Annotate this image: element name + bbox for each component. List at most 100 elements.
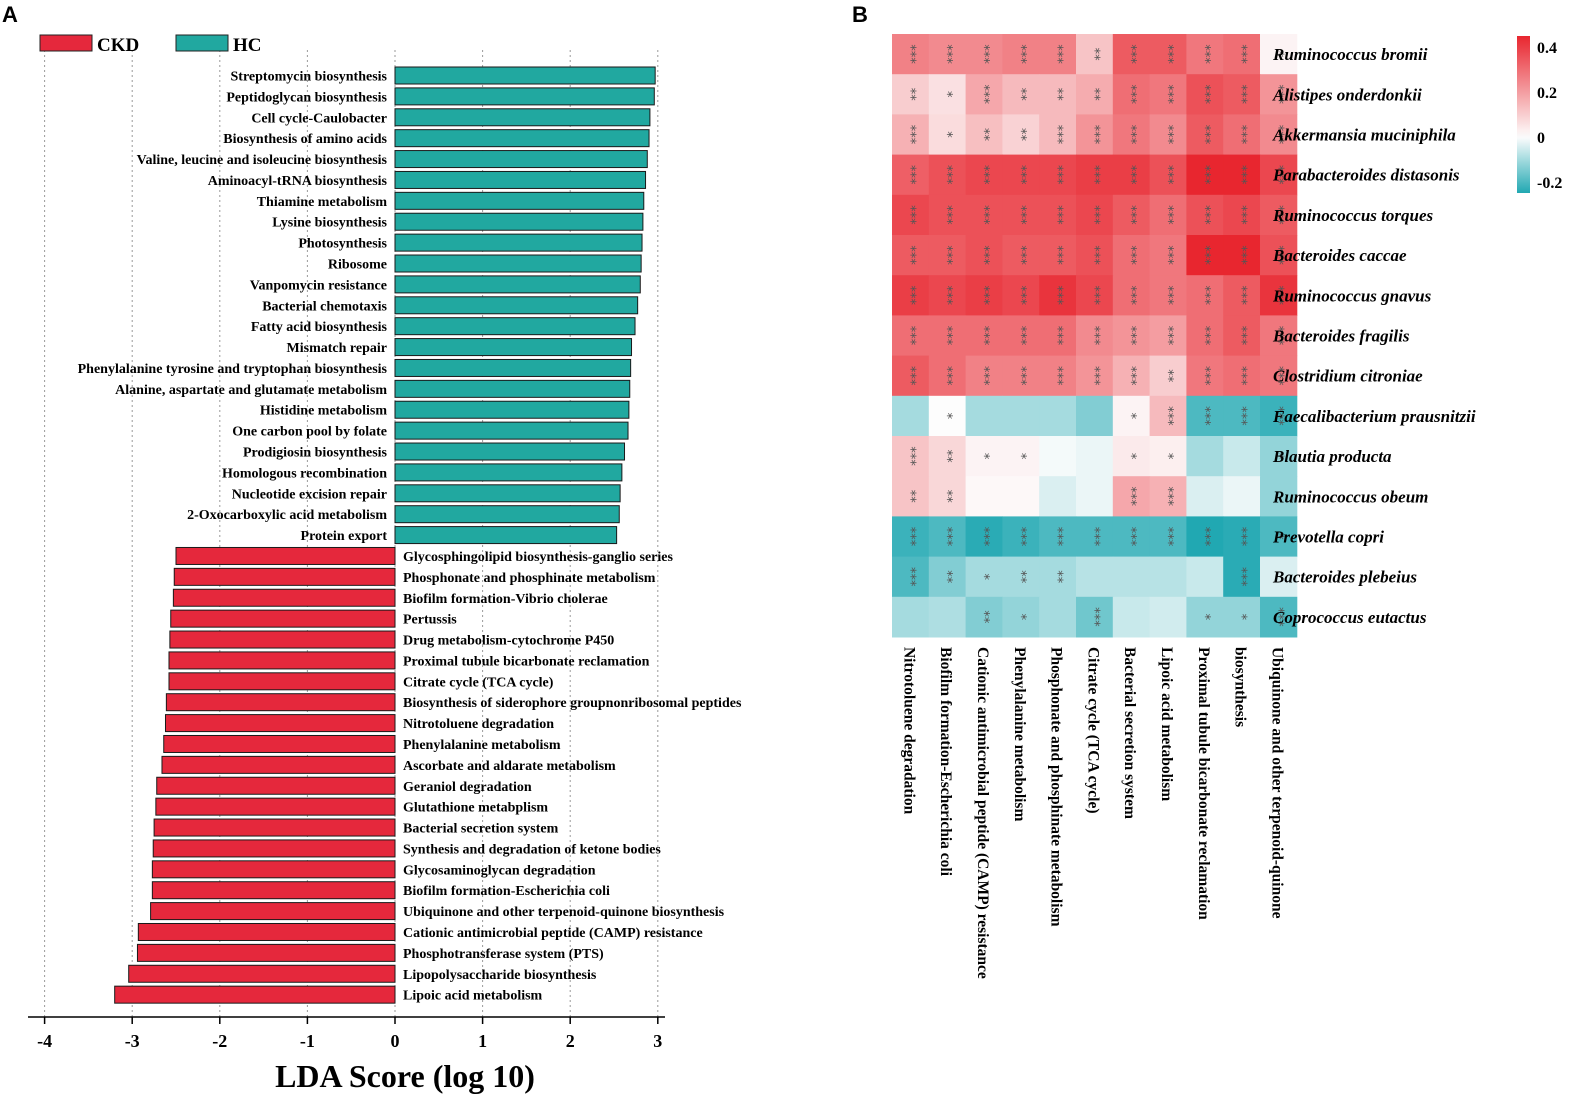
sig-ruminococcus-torques-ubiquinone-and-other-terpenoid-quinone: *** <box>1270 205 1285 225</box>
heat-cell-ruminococcus-bromii-lipoic-acid-metabolism <box>1149 34 1187 75</box>
panel-b-letter: B <box>852 2 868 27</box>
bar-label-lipoic-acid-metabolism: Lipoic acid metabolism <box>403 989 543 1004</box>
sig-bacteroides-fragilis-phosphonate-and-phosphinate-metabolism: *** <box>1050 326 1065 346</box>
heat-cell-ruminococcus-bromii-bacterial-secretion-system <box>1112 34 1151 75</box>
x-tick-label-3: -3 <box>125 1031 140 1051</box>
bar-peptidoglycan-biosynthesis <box>394 87 655 106</box>
bar-glycosphingolipid-biosynthesis-ganglio-series <box>175 546 396 565</box>
row-label-ruminococcus-obeum: Ruminococcus obeum <box>1272 487 1428 506</box>
sig-alistipes-onderdonkii-nitrotoluene-degradation: ** <box>902 88 917 102</box>
bar-label-ascorbate-and-aldarate-metabolism: Ascorbate and aldarate metabolism <box>403 759 616 774</box>
heat-cell-ruminococcus-torques-phosphonate-and-phosphinate-metabolism <box>1039 194 1077 236</box>
sig-akkermansia-muciniphila-biosynthesis: *** <box>1234 125 1249 145</box>
colorbar-tick-0-4: 0.4 <box>1537 40 1557 57</box>
sig-bacteroides-fragilis-lipoic-acid-metabolism: *** <box>1160 326 1175 346</box>
sig-prevotella-copri-phenylalanine-metabolism: *** <box>1013 527 1028 547</box>
bar-label-fatty-acid-biosynthesis: Fatty acid biosynthesis <box>251 320 388 335</box>
sig-bacteroides-caccae-phenylalanine-metabolism: *** <box>1013 245 1028 265</box>
sig-bacteroides-plebeius-nitrotoluene-degradation: *** <box>902 567 917 587</box>
col-label-lipoic-acid-metabolism: Lipoic acid metabolism <box>1158 647 1175 801</box>
heat-cell-alistipes-onderdonkii-phenylalanine-metabolism <box>1002 74 1040 115</box>
bar-label-citrate-cycle-tca-cycle: Citrate cycle (TCA cycle) <box>403 675 554 690</box>
col-label-proximal-tubule-bicarbonate-reclamation: Proximal tubule bicarbonate reclamation <box>1195 647 1212 920</box>
heat-cell-parabacteroides-distasonis-proximal-tubule-bicarbonate-reclamation <box>1186 154 1224 196</box>
x-tick-label-1: -1 <box>300 1031 315 1051</box>
colorbar-tick-0-2: 0.2 <box>1537 85 1557 102</box>
sig-ruminococcus-torques-biosynthesis: *** <box>1234 205 1249 225</box>
bar-geraniol-degradation <box>156 776 396 795</box>
sig-coprococcus-eutactus-ubiquinone-and-other-terpenoid-quinone: *** <box>1270 607 1285 627</box>
heat-cell-bacteroides-caccae-lipoic-acid-metabolism <box>1149 235 1187 276</box>
row-label-coprococcus-eutactus: Coprococcus eutactus <box>1273 608 1427 627</box>
heat-cell-ruminococcus-gnavus-phosphonate-and-phosphinate-metabolism <box>1039 275 1077 316</box>
heat-cell-ruminococcus-gnavus-biofilm-formation-escherichia-coli <box>928 275 967 316</box>
bar-ribosome <box>394 254 642 273</box>
sig-prevotella-copri-lipoic-acid-metabolism: *** <box>1160 527 1175 547</box>
bar-pertussis <box>170 609 396 628</box>
heat-cell-bacteroides-plebeius-biosynthesis <box>1223 556 1261 598</box>
heat-cell-bacteroides-caccae-nitrotoluene-degradation <box>892 235 930 276</box>
heat-cell-parabacteroides-distasonis-citrate-cycle-tca-cycle <box>1076 154 1114 196</box>
bar-label-phosphonate-and-phosphinate-metabolism: Phosphonate and phosphinate metabolism <box>403 571 656 586</box>
sig-bacteroides-caccae-phosphonate-and-phosphinate-metabolism: *** <box>1050 245 1065 265</box>
row-label-bacteroides-plebeius: Bacteroides plebeius <box>1272 568 1417 587</box>
sig-bacteroides-caccae-cationic-antimicrobial-peptide-camp-resistance: *** <box>976 245 991 265</box>
colorbar-tick-0: 0 <box>1537 130 1545 147</box>
bar-label-glycosphingolipid-biosynthesis-ganglio-series: Glycosphingolipid biosynthesis-ganglio s… <box>403 550 673 565</box>
bar-label-valine-leucine-and-isoleucine-biosynthesis: Valine, leucine and isoleucine biosynthe… <box>137 153 388 168</box>
x-tick-label-3: 3 <box>653 1031 662 1051</box>
sig-ruminococcus-bromii-bacterial-secretion-system: *** <box>1123 44 1138 64</box>
heat-cell-faecalibacterium-prausnitzii-phosphonate-and-phosphinate-metabolism <box>1039 395 1077 437</box>
sig-bacteroides-fragilis-ubiquinone-and-other-terpenoid-quinone: *** <box>1270 326 1285 346</box>
heat-cell-akkermansia-muciniphila-nitrotoluene-degradation <box>892 114 930 156</box>
sig-ruminococcus-bromii-lipoic-acid-metabolism: *** <box>1160 44 1175 64</box>
sig-blautia-producta-bacterial-secretion-system: * <box>1123 453 1138 460</box>
bar-label-one-carbon-pool-by-folate: One carbon pool by folate <box>232 425 387 440</box>
bar-biosynthesis-of-amino-acids <box>394 129 650 148</box>
heat-cell-blautia-producta-biosynthesis <box>1223 436 1261 477</box>
bar-label-2-oxocarboxylic-acid-metabolism: 2-Oxocarboxylic acid metabolism <box>187 508 387 523</box>
heat-cell-coprococcus-eutactus-nitrotoluene-degradation <box>892 596 930 638</box>
sig-akkermansia-muciniphila-proximal-tubule-bicarbonate-reclamation: *** <box>1197 125 1212 145</box>
heat-cell-akkermansia-muciniphila-phosphonate-and-phosphinate-metabolism <box>1039 114 1077 156</box>
heat-cell-parabacteroides-distasonis-bacterial-secretion-system <box>1112 154 1151 196</box>
heat-cell-ruminococcus-torques-phenylalanine-metabolism <box>1002 194 1040 236</box>
sig-prevotella-copri-bacterial-secretion-system: *** <box>1123 527 1138 547</box>
heatmap-colorbar: 0.4 0.2 0 -0.2 <box>1517 36 1562 193</box>
bar-valine-leucine-and-isoleucine-biosynthesis <box>394 150 648 169</box>
col-label-citrate-cycle-tca-cycle: Citrate cycle (TCA cycle) <box>1084 647 1101 814</box>
heat-cell-ruminococcus-gnavus-ubiquinone-and-other-terpenoid-quinone <box>1260 275 1298 316</box>
heat-cell-bacteroides-plebeius-ubiquinone-and-other-terpenoid-quinone <box>1260 556 1298 598</box>
sig-alistipes-onderdonkii-biofilm-formation-escherichia-coli: * <box>939 91 954 98</box>
sig-bacteroides-plebeius-biosynthesis: *** <box>1234 567 1249 587</box>
bar-label-peptidoglycan-biosynthesis: Peptidoglycan biosynthesis <box>226 90 387 105</box>
sig-alistipes-onderdonkii-biosynthesis: *** <box>1234 85 1249 105</box>
panel-a-letter: A <box>2 2 18 27</box>
heat-cell-akkermansia-muciniphila-phenylalanine-metabolism <box>1002 114 1040 156</box>
heat-cell-blautia-producta-phosphonate-and-phosphinate-metabolism <box>1039 436 1077 477</box>
sig-ruminococcus-bromii-ubiquinone-and-other-terpenoid-quinone: * <box>1270 51 1285 58</box>
sig-ruminococcus-obeum-nitrotoluene-degradation: ** <box>902 490 917 504</box>
bar-biofilm-formation-vibrio-cholerae <box>172 588 396 607</box>
heat-cell-prevotella-copri-nitrotoluene-degradation <box>892 516 930 558</box>
bar-label-biosynthesis-of-amino-acids: Biosynthesis of amino acids <box>223 132 387 147</box>
bar-phenylalanine-metabolism <box>163 734 396 753</box>
heat-cell-prevotella-copri-phenylalanine-metabolism <box>1002 516 1040 558</box>
heat-cell-faecalibacterium-prausnitzii-proximal-tubule-bicarbonate-reclamation <box>1186 395 1224 437</box>
bar-label-ribosome: Ribosome <box>328 258 387 273</box>
x-tick-label-2: -2 <box>212 1031 227 1051</box>
sig-ruminococcus-obeum-lipoic-acid-metabolism: *** <box>1160 487 1175 507</box>
bar-label-prodigiosin-biosynthesis: Prodigiosin biosynthesis <box>243 446 388 461</box>
heat-cell-ruminococcus-obeum-nitrotoluene-degradation <box>892 476 930 517</box>
bar-label-photosynthesis: Photosynthesis <box>298 237 387 252</box>
bar-drug-metabolism-cytochrome-p450 <box>169 630 396 649</box>
bar-label-glutathione-metabplism: Glutathione metabplism <box>403 801 548 816</box>
heat-cell-coprococcus-eutactus-proximal-tubule-bicarbonate-reclamation <box>1186 596 1224 638</box>
heat-cell-ruminococcus-gnavus-citrate-cycle-tca-cycle <box>1076 275 1114 316</box>
row-label-prevotella-copri: Prevotella copri <box>1272 528 1384 547</box>
heat-cell-blautia-producta-proximal-tubule-bicarbonate-reclamation <box>1186 436 1224 477</box>
sig-bacteroides-fragilis-phenylalanine-metabolism: *** <box>1013 326 1028 346</box>
heat-cell-bacteroides-caccae-phosphonate-and-phosphinate-metabolism <box>1039 235 1077 276</box>
heat-cell-clostridium-citroniae-nitrotoluene-degradation <box>892 355 930 397</box>
sig-ruminococcus-torques-phenylalanine-metabolism: *** <box>1013 205 1028 225</box>
